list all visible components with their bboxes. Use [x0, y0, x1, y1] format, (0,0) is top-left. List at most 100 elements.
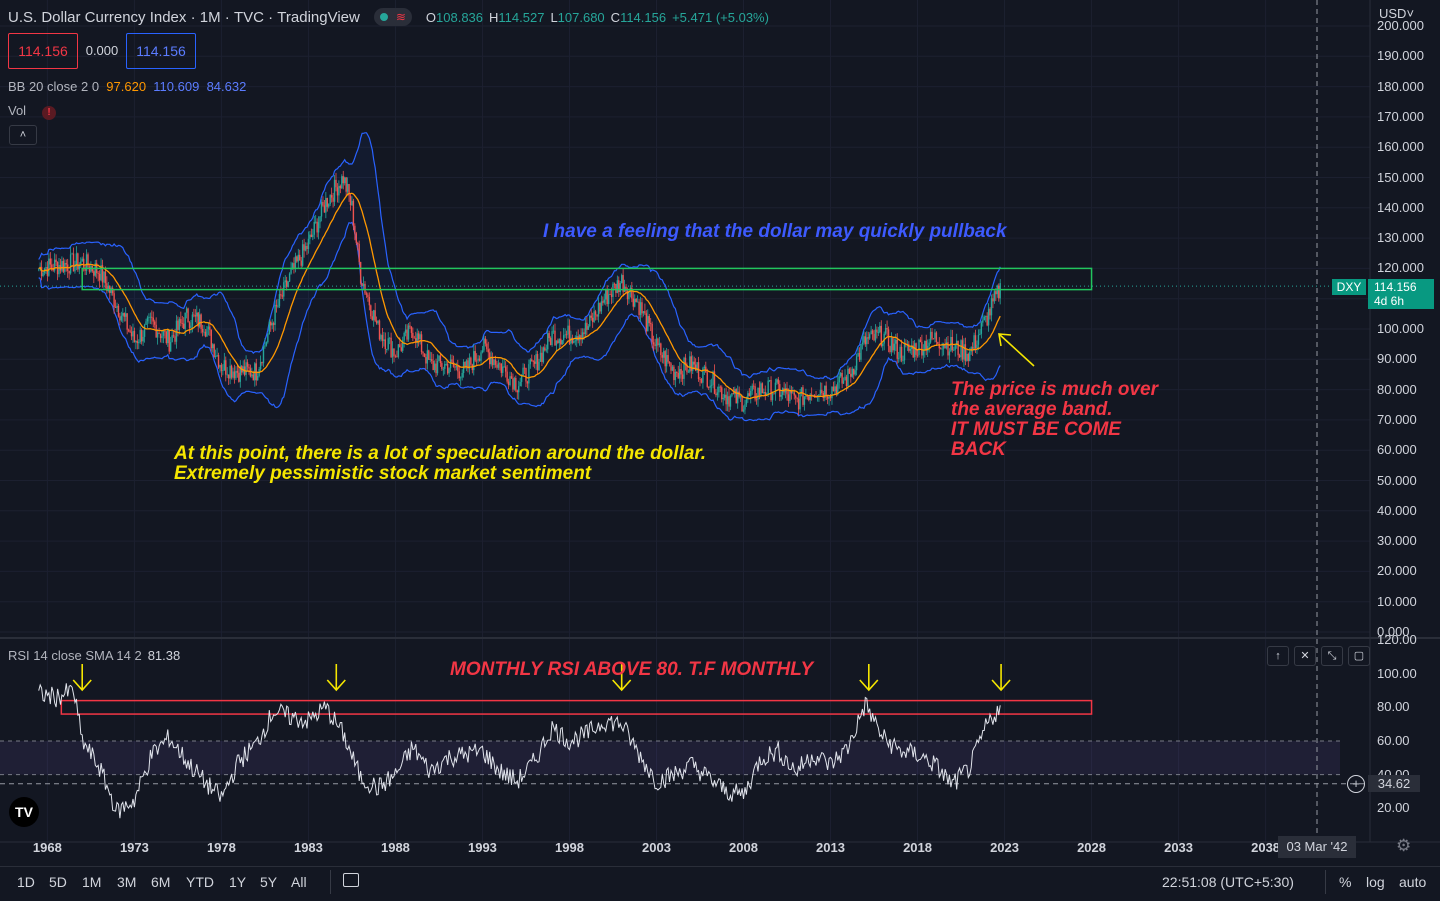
candle-body: [336, 187, 339, 196]
timeframe-button-5d[interactable]: 5D: [49, 874, 67, 890]
candle-body: [979, 333, 981, 335]
timeframe-button-3m[interactable]: 3M: [117, 874, 137, 890]
candle-body: [926, 345, 929, 351]
warning-icon[interactable]: !: [42, 106, 57, 120]
plus-icon[interactable]: +: [1347, 775, 1365, 793]
timeframe-button-5y[interactable]: 5Y: [260, 874, 278, 890]
candle-body: [751, 385, 753, 391]
candle-body: [993, 291, 996, 302]
candle-body: [589, 315, 591, 327]
candle-body: [107, 285, 110, 291]
annotation-rsi[interactable]: MONTHLY RSI ABOVE 80. T.F MONTHLY: [450, 659, 814, 680]
time-tick-label: 1983: [293, 840, 323, 855]
candle-body: [439, 355, 442, 364]
candle-body: [818, 394, 820, 397]
move-pane-up-icon[interactable]: ↑: [1267, 646, 1289, 666]
collapse-legend-button[interactable]: ˄: [9, 125, 37, 145]
rsi-legend[interactable]: RSI 14 close SMA 14 2 81.38: [8, 648, 180, 663]
candle-body: [232, 371, 234, 378]
candle-body: [188, 322, 191, 328]
candle-body: [700, 379, 703, 383]
pane-controls: ↑ ✕ ⤡ ▢: [1267, 646, 1370, 666]
candle-body: [744, 404, 746, 410]
candle-body: [706, 372, 708, 387]
candle-body: [84, 267, 86, 271]
candle-body: [296, 256, 298, 262]
calendar-icon[interactable]: [343, 873, 359, 887]
candle-body: [887, 329, 890, 347]
auto-toggle[interactable]: auto: [1399, 874, 1427, 890]
candle-body: [406, 329, 408, 340]
header-sep-3: ·: [268, 8, 274, 26]
candle-body: [162, 331, 165, 336]
gear-icon[interactable]: ⚙: [1396, 836, 1412, 855]
rsi-background-band: [0, 741, 1340, 775]
candle-body: [568, 325, 571, 344]
candle-body: [967, 353, 969, 361]
timeframe-button-1m[interactable]: 1M: [82, 874, 102, 890]
maximize-pane-icon[interactable]: ▢: [1348, 646, 1370, 666]
sell-button[interactable]: 114.156: [8, 33, 78, 69]
candle-body: [982, 320, 984, 323]
candle-body: [171, 335, 173, 343]
candle-body: [322, 201, 324, 206]
rsi-peak-arrowhead: [72, 679, 92, 692]
candle-body: [483, 338, 485, 351]
candle-body: [407, 325, 410, 340]
timeframe-button-ytd[interactable]: YTD: [186, 874, 214, 890]
timeframe-button-1y[interactable]: 1Y: [229, 874, 247, 890]
candle-body: [687, 371, 690, 373]
interval-label[interactable]: 1M: [199, 8, 221, 26]
annotation-over-band[interactable]: The price is much over the average band. I…: [951, 380, 1158, 460]
candle-body: [708, 386, 710, 388]
candle-body: [725, 394, 727, 405]
last-price-value: 114.156: [1374, 280, 1417, 294]
log-toggle[interactable]: log: [1366, 874, 1385, 890]
buy-button[interactable]: 114.156: [126, 33, 196, 69]
percent-toggle[interactable]: %: [1339, 874, 1352, 890]
timeframe-button-1d[interactable]: 1D: [17, 874, 35, 890]
candle-body: [172, 335, 175, 337]
candle-body: [790, 391, 793, 394]
candle-body: [922, 350, 925, 356]
candle-body: [409, 325, 411, 327]
candle-body: [368, 296, 371, 306]
close-pane-icon[interactable]: ✕: [1294, 646, 1316, 666]
candle-body: [404, 329, 407, 333]
candle-body: [403, 332, 405, 341]
timeframe-button-all[interactable]: All: [291, 874, 307, 890]
candle-body: [503, 366, 505, 368]
annotation-pullback[interactable]: I have a feeling that the dollar may qui…: [543, 221, 1007, 242]
timeframe-button-6m[interactable]: 6M: [151, 874, 171, 890]
clock[interactable]: 22:51:08 (UTC+5:30): [1162, 874, 1294, 890]
price-tick-label: 200.000: [1377, 18, 1424, 33]
annotation-speculation[interactable]: At this point, there is a lot of specula…: [174, 444, 706, 484]
candle-body: [819, 389, 822, 395]
rsi-tick-label: 60.00: [1377, 733, 1410, 748]
candle-body: [913, 343, 916, 358]
candle-body: [259, 361, 262, 369]
candle-body: [989, 308, 991, 316]
candle-body: [562, 335, 565, 341]
bb-upper-line: [38, 132, 1001, 381]
market-status-pill[interactable]: ≋: [373, 8, 412, 26]
time-tick-label: 1988: [380, 840, 410, 855]
candle-body: [198, 314, 201, 327]
tradingview-logo-icon[interactable]: TV: [9, 797, 39, 827]
candle-body: [584, 322, 587, 334]
candle-body: [426, 350, 429, 364]
currency-selector[interactable]: USD˅: [1379, 6, 1415, 21]
candle-body: [980, 322, 983, 334]
bb-lower-value: 84.632: [206, 79, 247, 94]
candle-body: [358, 243, 360, 262]
price-tick-label: 140.000: [1377, 199, 1424, 215]
bb-legend[interactable]: BB 20 close 2 0 97.620 110.609 84.632: [8, 79, 246, 94]
candle-body: [181, 323, 183, 324]
symbol-title[interactable]: U.S. Dollar Currency Index: [8, 8, 187, 26]
vol-legend[interactable]: Vol!: [8, 103, 57, 120]
candle-body: [61, 261, 63, 271]
collapse-pane-icon[interactable]: ⤡: [1321, 646, 1343, 666]
candle-body: [423, 353, 426, 358]
candle-body: [680, 368, 682, 375]
